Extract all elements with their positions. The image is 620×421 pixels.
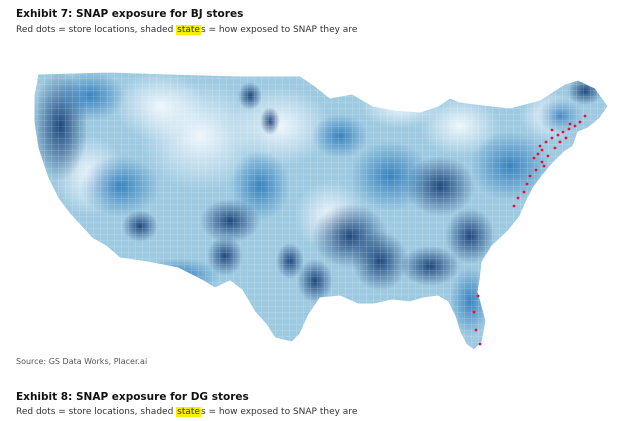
store-location-dot [561, 130, 565, 134]
store-location-dot [573, 124, 577, 128]
store-location-dot [550, 136, 554, 140]
exhibit-8-title: Exhibit 8: SNAP exposure for DG stores [16, 391, 249, 403]
store-location-dot [512, 204, 516, 208]
store-location-dot [476, 294, 480, 298]
exhibit-7-subtitle: Red dots = store locations, shaded state… [16, 25, 357, 35]
store-location-dot [564, 136, 568, 140]
store-location-dot [536, 152, 540, 156]
store-location-dot [558, 140, 562, 144]
store-location-dot [478, 342, 482, 346]
store-location-dot [532, 156, 536, 160]
store-location-dot [550, 128, 554, 132]
subtitle-text-end: s = how exposed to SNAP they are [200, 407, 358, 417]
store-location-dot [544, 140, 548, 144]
store-location-dot [542, 164, 546, 168]
store-location-dot [534, 168, 538, 172]
store-location-dot [568, 122, 572, 126]
highlighted-word: state [176, 407, 201, 417]
exhibit-7-title: Exhibit 7: SNAP exposure for BJ stores [16, 8, 244, 20]
store-location-dot [546, 154, 550, 158]
us-snap-exposure-map [33, 71, 609, 351]
store-location-dot [578, 120, 582, 124]
highlighted-word: state [176, 25, 201, 35]
store-location-dot [474, 328, 478, 332]
store-location-dot [553, 146, 557, 150]
store-location-dot [522, 190, 526, 194]
store-location-dot [540, 148, 544, 152]
subtitle-text-end: s = how exposed to SNAP they are [200, 25, 358, 35]
store-location-dot [538, 144, 542, 148]
exhibit-8-subtitle: Red dots = store locations, shaded state… [16, 407, 357, 417]
store-location-dot [567, 127, 571, 131]
source-note: Source: GS Data Works, Placer.ai [16, 357, 148, 366]
store-location-dot [556, 133, 560, 137]
store-location-dot [516, 196, 520, 200]
store-location-dot [583, 114, 587, 118]
store-location-dot [528, 174, 532, 178]
store-location-dot [540, 160, 544, 164]
subtitle-text-start: Red dots = store locations, shaded [16, 25, 177, 35]
subtitle-text-start: Red dots = store locations, shaded [16, 407, 177, 417]
store-location-dot [525, 182, 529, 186]
store-location-dot [472, 310, 476, 314]
